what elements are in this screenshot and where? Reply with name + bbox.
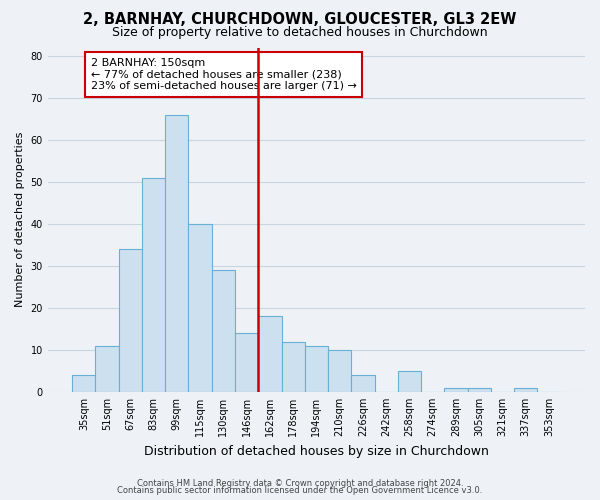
- Bar: [188, 224, 212, 392]
- Bar: [95, 346, 119, 392]
- Bar: [351, 375, 374, 392]
- Bar: [445, 388, 467, 392]
- Y-axis label: Number of detached properties: Number of detached properties: [15, 132, 25, 308]
- Text: Contains HM Land Registry data © Crown copyright and database right 2024.: Contains HM Land Registry data © Crown c…: [137, 478, 463, 488]
- Bar: [119, 249, 142, 392]
- Bar: [235, 333, 258, 392]
- Bar: [142, 178, 165, 392]
- Text: 2 BARNHAY: 150sqm
← 77% of detached houses are smaller (238)
23% of semi-detache: 2 BARNHAY: 150sqm ← 77% of detached hous…: [91, 58, 356, 91]
- Bar: [72, 375, 95, 392]
- Bar: [305, 346, 328, 392]
- Bar: [398, 371, 421, 392]
- Bar: [281, 342, 305, 392]
- Text: 2, BARNHAY, CHURCHDOWN, GLOUCESTER, GL3 2EW: 2, BARNHAY, CHURCHDOWN, GLOUCESTER, GL3 …: [83, 12, 517, 28]
- Bar: [467, 388, 491, 392]
- Bar: [212, 270, 235, 392]
- Bar: [514, 388, 538, 392]
- X-axis label: Distribution of detached houses by size in Churchdown: Distribution of detached houses by size …: [144, 444, 489, 458]
- Text: Size of property relative to detached houses in Churchdown: Size of property relative to detached ho…: [112, 26, 488, 39]
- Bar: [258, 316, 281, 392]
- Bar: [328, 350, 351, 392]
- Text: Contains public sector information licensed under the Open Government Licence v3: Contains public sector information licen…: [118, 486, 482, 495]
- Bar: [165, 114, 188, 392]
